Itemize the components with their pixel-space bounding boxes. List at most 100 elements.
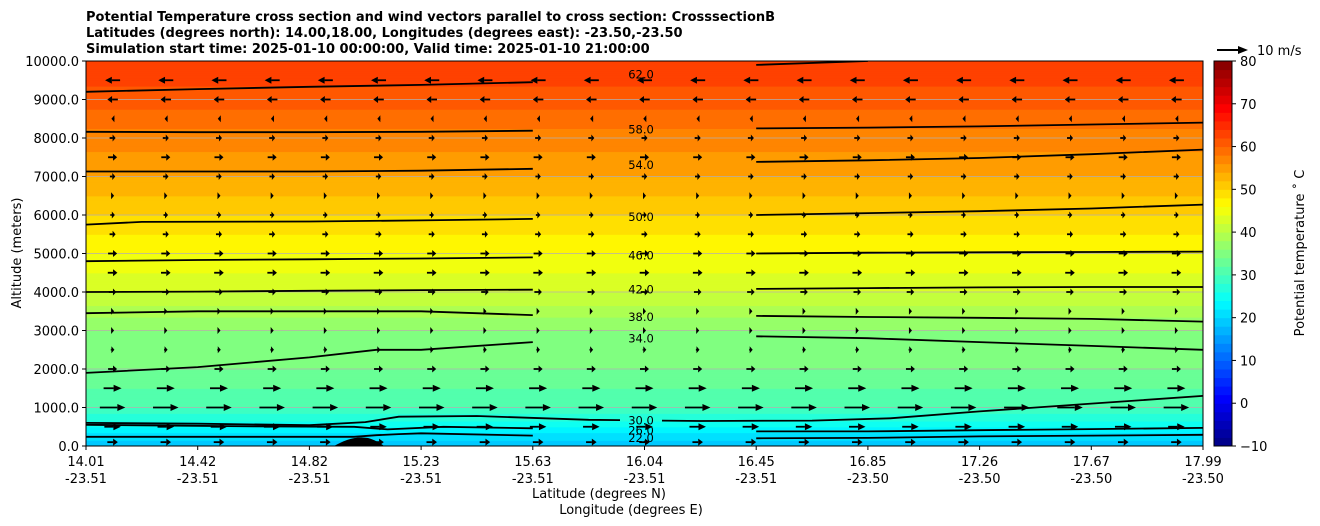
wind-vector-head [964, 269, 969, 277]
wind-vector [1067, 173, 1073, 180]
wind-vector [586, 438, 597, 446]
wind-vector-head [484, 211, 488, 219]
wind-vector [641, 230, 648, 238]
wind-vector [377, 327, 381, 334]
wind-vector-head [963, 134, 967, 142]
terrain-silhouette [334, 437, 384, 446]
wind-vector [264, 76, 280, 84]
wind-vector [418, 404, 445, 411]
colorbar-swatch [1214, 317, 1232, 327]
x-axis: 14.01 -23.51 14.42 -23.51 14.82 -23.51 15.23 -2… [65, 446, 1224, 487]
contour-band [86, 372, 1203, 376]
wind-vector-head [1181, 404, 1190, 411]
x-tick-label-lat: 16.04 [626, 455, 663, 470]
wind-vector [852, 250, 862, 257]
contour-band [86, 64, 1203, 68]
wind-vector-head [644, 250, 649, 257]
wind-vector-head [698, 153, 703, 161]
wind-vector [801, 230, 808, 238]
wind-vector-head [804, 423, 813, 431]
wind-vector [801, 134, 808, 142]
colorbar-label: Potential temperature ˚ C [1292, 170, 1308, 337]
contour-line [756, 335, 1203, 351]
contour-band [86, 74, 1203, 77]
wind-vector [960, 173, 967, 180]
wind-vector-head [1017, 438, 1023, 446]
wind-vector [799, 250, 809, 257]
wind-vector-head [796, 76, 804, 84]
wind-vector-head [958, 96, 964, 103]
wind-vector-head [538, 288, 542, 296]
y-tick-label: 10000.0 [25, 55, 79, 70]
colorbar-swatch [1214, 283, 1232, 293]
wind-vector [1013, 230, 1020, 238]
colorbar-tick-label: 10 [1240, 354, 1257, 369]
wind-vector-head [432, 384, 441, 392]
wind-vector-head [272, 423, 281, 431]
wind-vector-head [113, 269, 118, 277]
wind-vector [215, 288, 223, 296]
wind-vector [589, 327, 593, 334]
wind-vector [741, 384, 760, 392]
wind-vector-head [538, 423, 547, 431]
wind-vector-head [1016, 134, 1020, 142]
wind-vector [162, 288, 170, 296]
wind-vector-head [219, 365, 224, 373]
wind-vector-head [751, 269, 756, 277]
y-tick-label: 2000.0 [34, 363, 80, 378]
colorbar-swatch [1214, 351, 1232, 361]
x-tick-label-lat: 15.23 [402, 455, 439, 470]
wind-vector [852, 153, 862, 161]
quiver-key: 10 m/s [1217, 44, 1302, 59]
wind-vector [427, 288, 436, 296]
contour-band [86, 109, 1203, 112]
wind-vector [960, 134, 967, 142]
wind-vector [1013, 288, 1021, 296]
wind-vector-head [166, 438, 172, 446]
wind-vector [529, 423, 547, 431]
colorbar-swatch [1214, 394, 1232, 404]
wind-vector-head [320, 96, 325, 103]
wind-vector [1009, 76, 1025, 84]
wind-vector-head [805, 384, 814, 392]
wind-vector [107, 96, 118, 103]
wind-vector [536, 115, 540, 123]
wind-vector-head [749, 346, 753, 354]
wind-vector [694, 230, 701, 238]
y-tick-label: 6000.0 [34, 209, 80, 224]
wind-vector [213, 438, 225, 446]
contour-band [86, 374, 1203, 378]
wind-vector-head [964, 250, 969, 257]
contour-band [86, 355, 1203, 359]
wind-vector [639, 438, 650, 446]
wind-vector [642, 346, 647, 354]
contour-band [86, 120, 1203, 124]
contour-band [86, 159, 1203, 162]
wind-vector-head [270, 115, 274, 123]
wind-vector-head [908, 192, 912, 200]
colorbar-swatch [1214, 155, 1232, 165]
wind-vector-head [325, 250, 330, 257]
wind-vector [746, 365, 756, 373]
wind-vector [696, 307, 700, 315]
wind-vector [954, 384, 973, 392]
contour-band [86, 342, 1203, 345]
contour-band [86, 322, 1203, 326]
wind-vector-head [164, 115, 168, 123]
wind-vector [1065, 365, 1075, 373]
wind-vector [1015, 192, 1019, 200]
wind-vector [746, 153, 756, 161]
wind-vector [1068, 307, 1072, 315]
y-tick-label: 7000.0 [34, 171, 80, 186]
colorbar-swatch [1214, 420, 1232, 430]
contour-band [86, 442, 1203, 445]
contour-band [86, 268, 1203, 272]
contour-band [86, 288, 1203, 291]
wind-vector [426, 438, 437, 446]
wind-vector [374, 153, 384, 161]
wind-vector-head [270, 327, 274, 334]
wind-vectors [99, 76, 1190, 446]
wind-vector-head [1017, 153, 1022, 161]
contour-band [86, 430, 1203, 434]
wind-vector-head [166, 153, 171, 161]
